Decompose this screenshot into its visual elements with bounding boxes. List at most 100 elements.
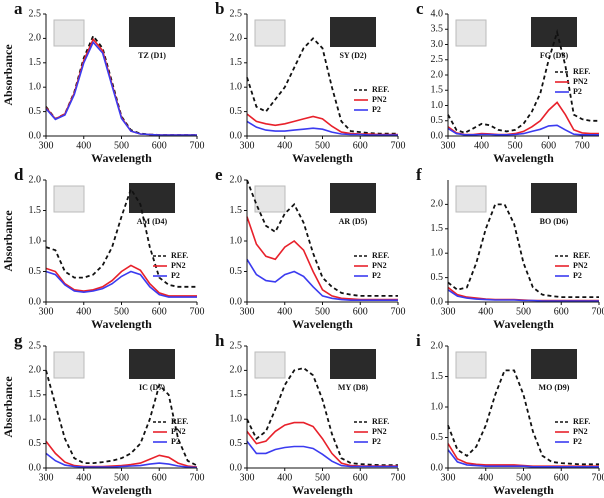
panel-letter: f (416, 165, 422, 184)
x-axis-label: Wavelength (91, 317, 152, 331)
x-tick-label: 700 (575, 140, 590, 151)
sample-photo (456, 352, 486, 378)
y-axis-label: Absorbance (1, 210, 15, 272)
sample-photo (54, 20, 84, 46)
x-tick-label: 700 (190, 140, 205, 151)
legend-label: PN2 (372, 427, 387, 436)
x-tick-label: 700 (190, 306, 205, 317)
y-tick-label: 0.0 (431, 462, 444, 473)
y-tick-label: 4.0 (431, 8, 444, 19)
legend-label: PN2 (573, 77, 588, 86)
y-tick-label: 0.0 (230, 130, 243, 141)
panel-letter: i (416, 331, 421, 350)
y-tick-label: 1.5 (230, 57, 243, 68)
y-tick-label: 1.0 (230, 235, 243, 246)
x-tick-label: 700 (391, 140, 406, 151)
legend-label: PN2 (573, 427, 588, 436)
y-tick-label: 0.5 (431, 115, 444, 126)
x-tick-label: 500 (114, 140, 129, 151)
panel-letter: g (14, 331, 23, 350)
sample-photo (456, 20, 486, 46)
sample-photo (255, 352, 285, 378)
legend-label: PN2 (171, 427, 186, 436)
y-tick-label: 1.5 (431, 85, 444, 96)
legend-label: PN2 (171, 261, 186, 270)
panel-label: TZ (D1) (138, 51, 166, 60)
legend-label: P2 (171, 437, 180, 446)
y-tick-label: 3.0 (431, 39, 444, 50)
y-tick-label: 2.0 (29, 174, 42, 185)
x-axis-label: Wavelength (292, 483, 353, 497)
vials-photo (330, 349, 376, 379)
x-tick-label: 300 (39, 472, 54, 483)
x-tick-label: 600 (541, 140, 556, 151)
panel-label: IC (D7) (139, 383, 165, 392)
vials-photo (330, 17, 376, 47)
y-tick-label: 1.0 (29, 81, 42, 92)
series-line (46, 39, 197, 135)
y-tick-label: 0.0 (29, 462, 42, 473)
sample-photo (54, 186, 84, 212)
x-tick-label: 500 (508, 140, 523, 151)
vials-photo (531, 183, 577, 213)
y-tick-label: 2.0 (230, 33, 243, 44)
x-tick-label: 600 (554, 472, 569, 483)
x-tick-label: 500 (516, 472, 531, 483)
x-tick-label: 400 (474, 140, 489, 151)
x-tick-label: 500 (114, 472, 129, 483)
x-tick-label: 300 (240, 306, 255, 317)
legend-label: REF. (171, 417, 188, 426)
x-tick-label: 500 (315, 472, 330, 483)
y-tick-label: 0.0 (29, 296, 42, 307)
panel-label: AM (D4) (137, 217, 168, 226)
legend-label: REF. (171, 251, 188, 260)
y-tick-label: 2.0 (230, 174, 243, 185)
y-tick-label: 1.0 (29, 413, 42, 424)
x-tick-label: 700 (592, 472, 604, 483)
y-tick-label: 0.5 (431, 272, 444, 283)
y-tick-label: 1.5 (230, 205, 243, 216)
x-tick-label: 300 (441, 306, 456, 317)
y-tick-label: 1.5 (431, 371, 444, 382)
panel-label: AR (D5) (339, 217, 368, 226)
x-tick-label: 500 (516, 306, 531, 317)
y-tick-label: 2.5 (431, 54, 444, 65)
y-tick-label: 1.5 (29, 205, 42, 216)
x-tick-label: 300 (39, 306, 54, 317)
legend-label: REF. (573, 67, 590, 76)
x-axis-label: Wavelength (493, 151, 554, 165)
x-tick-label: 400 (277, 140, 292, 151)
y-tick-label: 1.0 (431, 100, 444, 111)
y-tick-label: 0.0 (431, 130, 444, 141)
panel-letter: h (215, 331, 225, 350)
x-axis-label: Wavelength (292, 151, 353, 165)
panel-letter: c (416, 0, 424, 18)
figure: 300 400 500 600 700 0.0 0.5 1.0 1.5 2.0 2.5 Wavelen… (0, 0, 604, 498)
legend-label: PN2 (573, 261, 588, 270)
panel-label: BO (D6) (540, 217, 569, 226)
y-tick-label: 2.0 (431, 340, 444, 351)
x-tick-label: 400 (76, 140, 91, 151)
x-tick-label: 500 (315, 306, 330, 317)
y-axis-label: Absorbance (1, 44, 15, 106)
sample-photo (54, 352, 84, 378)
panel-label: FG (D3) (540, 51, 569, 60)
x-tick-label: 600 (152, 472, 167, 483)
panel-letter: a (14, 0, 23, 18)
y-tick-label: 1.5 (29, 57, 42, 68)
legend-label: REF. (573, 417, 590, 426)
x-tick-label: 400 (478, 306, 493, 317)
x-tick-label: 600 (152, 140, 167, 151)
x-tick-label: 600 (152, 306, 167, 317)
legend-label: P2 (372, 437, 381, 446)
y-tick-label: 1.5 (431, 223, 444, 234)
vials-photo (330, 183, 376, 213)
x-tick-label: 700 (391, 472, 406, 483)
legend-label: P2 (372, 105, 381, 114)
x-tick-label: 300 (240, 472, 255, 483)
y-tick-label: 1.0 (230, 81, 243, 92)
x-tick-label: 300 (240, 140, 255, 151)
y-tick-label: 2.0 (29, 365, 42, 376)
vials-photo (129, 17, 175, 47)
y-tick-label: 0.0 (230, 462, 243, 473)
